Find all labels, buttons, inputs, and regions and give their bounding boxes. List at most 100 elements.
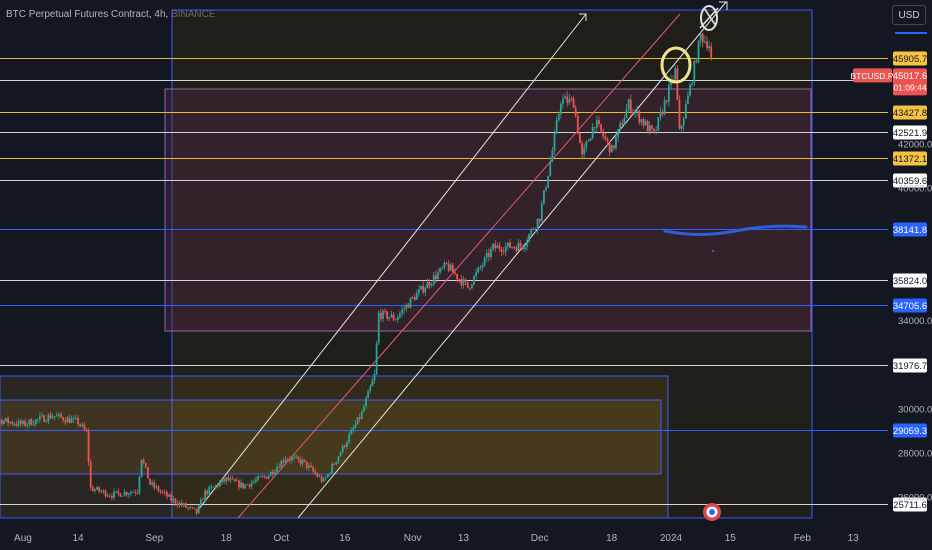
x-tick-label: Sep — [145, 533, 163, 544]
candle-body — [342, 445, 344, 452]
candle-body — [7, 418, 9, 423]
candle-body — [657, 117, 659, 130]
candle-body — [384, 311, 386, 312]
candle-body — [130, 492, 132, 494]
candle-body — [147, 467, 149, 479]
candle-body — [710, 46, 712, 58]
candle-body — [177, 504, 179, 506]
candle-body — [134, 492, 136, 493]
candle-body — [187, 508, 189, 509]
candle-body — [564, 96, 566, 98]
candle-body — [365, 398, 367, 406]
candle-body — [465, 279, 467, 282]
price-tag-label: 31976.7 — [893, 361, 927, 372]
candle-body — [24, 421, 26, 426]
candle-body — [168, 495, 170, 497]
candle-body — [287, 459, 289, 460]
candle-body — [357, 417, 359, 424]
x-tick-label: 2024 — [660, 533, 683, 544]
candle-body — [393, 315, 395, 320]
candle-body — [600, 124, 602, 131]
candle-body — [293, 457, 295, 458]
candle-body — [321, 476, 323, 481]
candle-body — [522, 246, 524, 249]
candle-body — [122, 496, 124, 497]
candle-body — [636, 111, 638, 112]
candle-body — [427, 282, 429, 288]
candle-body — [56, 416, 58, 417]
candle-body — [583, 147, 585, 154]
candle-body — [43, 415, 45, 421]
candle-body — [109, 496, 111, 497]
candle-body — [308, 466, 310, 468]
candle-body — [505, 246, 507, 251]
candle-body — [617, 129, 619, 137]
candle-body — [560, 104, 562, 114]
candle-body — [306, 461, 308, 468]
candle-body — [518, 243, 520, 251]
candle-body — [494, 244, 496, 248]
price-tag-label: 35824.0 — [893, 276, 927, 287]
candle-body — [577, 116, 579, 134]
x-tick-label: 15 — [725, 533, 737, 544]
candle-body — [418, 289, 420, 293]
candle-body — [499, 246, 501, 250]
candle-body — [448, 264, 450, 271]
candle-body — [452, 265, 454, 272]
candle-body — [251, 483, 253, 487]
candle-body — [501, 249, 503, 251]
countdown-label: 01:09:44 — [893, 82, 926, 92]
candle-body — [181, 503, 183, 505]
candle-body — [96, 487, 98, 489]
y-tick-label: 28000.0 — [898, 449, 932, 460]
candle-body — [202, 500, 204, 501]
candle-body — [645, 121, 647, 125]
candle-body — [67, 418, 69, 423]
candle-body — [90, 462, 92, 487]
x-tick-label: 18 — [221, 533, 233, 544]
candle-body — [272, 472, 274, 474]
candle-body — [374, 374, 376, 380]
candle-body — [81, 425, 83, 426]
candle-body — [562, 99, 564, 104]
candle-body — [441, 268, 443, 269]
candle-body — [119, 493, 121, 497]
candle-body — [270, 472, 272, 476]
candle-body — [575, 108, 577, 116]
candle-body — [331, 464, 333, 473]
candle-body — [41, 415, 43, 416]
pink-zone-box — [165, 89, 811, 331]
candle-body — [467, 282, 469, 288]
candle-body — [333, 464, 335, 465]
candle-body — [276, 467, 278, 472]
x-tick-label: 13 — [458, 533, 470, 544]
candle-body — [39, 416, 41, 419]
candle-body — [60, 414, 62, 417]
candle-body — [37, 419, 39, 420]
candle-body — [628, 100, 630, 110]
candle-body — [681, 126, 683, 129]
candle-body — [691, 83, 693, 85]
candle-body — [257, 476, 259, 479]
candle-body — [638, 111, 640, 122]
candle-body — [463, 279, 465, 285]
price-tag-label: 45905.7 — [893, 54, 927, 65]
candle-body — [371, 380, 373, 386]
candle-body — [490, 249, 492, 257]
x-tick-label: Aug — [14, 533, 32, 544]
candle-body — [643, 119, 645, 125]
candle-body — [128, 494, 130, 495]
candle-body — [225, 477, 227, 481]
candle-body — [278, 467, 280, 468]
candle-body — [221, 479, 223, 482]
candle-body — [416, 293, 418, 300]
candle-body — [194, 508, 196, 509]
candle-body — [588, 141, 590, 142]
candle-body — [230, 479, 232, 481]
candle-body — [98, 487, 100, 491]
candle-body — [45, 421, 47, 422]
candle-body — [410, 298, 412, 308]
candle-body — [511, 247, 513, 248]
x-tick-label: 13 — [848, 533, 860, 544]
